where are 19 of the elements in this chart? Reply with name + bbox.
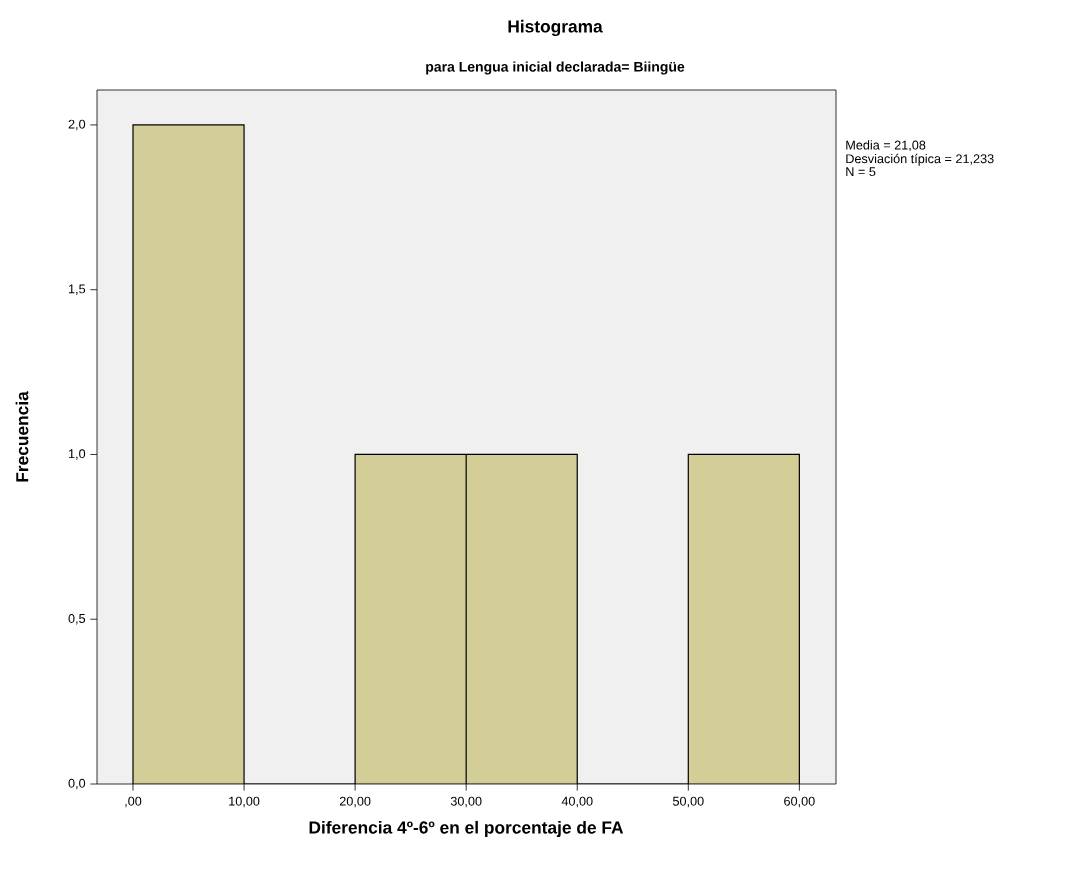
y-tick-label: 0,0 (68, 778, 86, 790)
x-tick-label: 10,00 (229, 796, 260, 808)
x-tick-label: 20,00 (339, 796, 371, 808)
y-tick-label: 0,5 (68, 614, 86, 625)
x-tick-label: 60,00 (784, 796, 815, 808)
text: Media = 21,08 (846, 140, 926, 152)
x-tick-label: 50,00 (672, 796, 704, 808)
x-tick-label: 30,00 (450, 796, 482, 808)
y-tick-label: 1,5 (68, 284, 86, 295)
chart-subtitle: para Lengua inicial declarada= Biingüe (426, 61, 685, 75)
text: Desviación típica = 21,233 (846, 153, 994, 166)
x-tick-label: ,00 (125, 796, 142, 808)
y-tick-label: 1,0 (68, 449, 86, 460)
x-tick-label: 40,00 (561, 796, 593, 808)
y-axis-title: Frecuencia (15, 391, 29, 482)
y-tick-label: 2,0 (68, 119, 86, 131)
x-axis-title: Diferencia 4º-6º en el porcentaje de FA (309, 820, 624, 838)
text: N = 5 (846, 167, 876, 177)
chart-title: Histograma (508, 19, 603, 37)
